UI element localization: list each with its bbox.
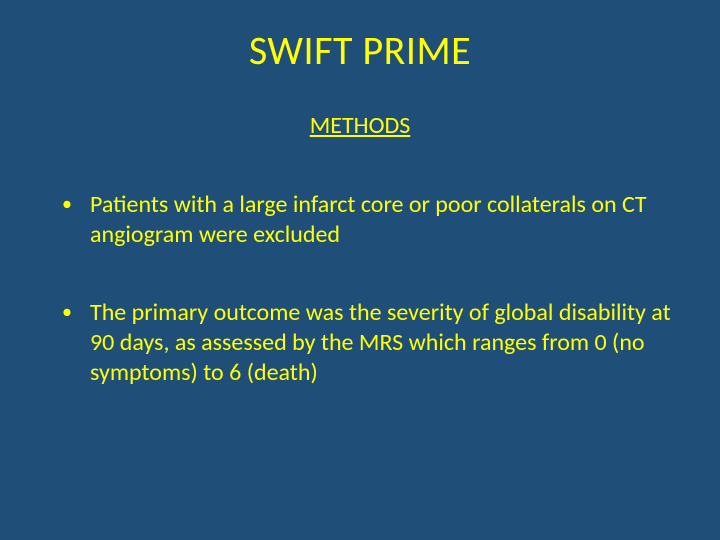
slide-subtitle: METHODS xyxy=(44,111,676,140)
list-item: Patients with a large infarct core or po… xyxy=(58,190,676,250)
list-item: The primary outcome was the severity of … xyxy=(58,298,676,388)
slide-title: SWIFT PRIME xyxy=(44,26,676,75)
bullet-list: Patients with a large infarct core or po… xyxy=(44,190,676,436)
